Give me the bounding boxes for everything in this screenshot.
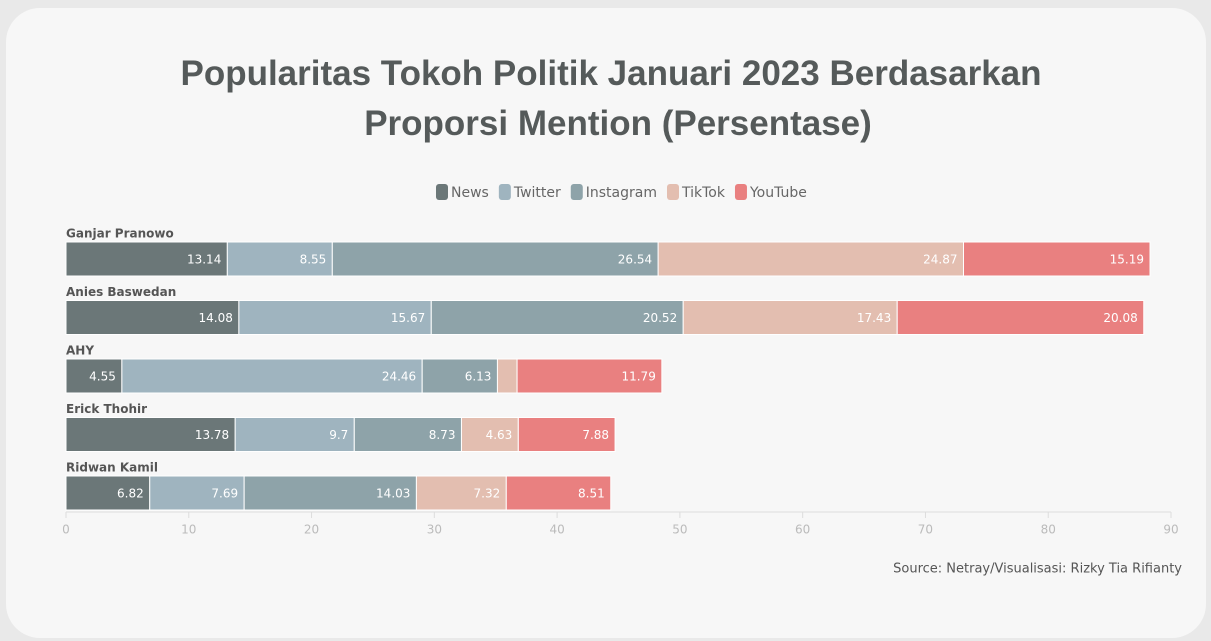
x-tick-label: 0 bbox=[62, 523, 70, 537]
value-label: 15.19 bbox=[1110, 253, 1144, 267]
bar-segment bbox=[234, 417, 355, 452]
legend-swatch bbox=[436, 184, 448, 200]
legend-swatch bbox=[667, 184, 679, 200]
bar-segment bbox=[149, 475, 245, 511]
bar-segment bbox=[657, 241, 965, 277]
bar-segment bbox=[460, 417, 519, 452]
x-tick-label: 20 bbox=[304, 523, 319, 537]
bar-segment bbox=[430, 300, 684, 335]
legend-swatch bbox=[570, 184, 583, 200]
bar-segment bbox=[226, 241, 333, 277]
bar-segment bbox=[517, 417, 616, 452]
bar-segment bbox=[421, 358, 498, 394]
value-label: 24.87 bbox=[923, 253, 957, 267]
bar-segment bbox=[65, 241, 228, 277]
value-label: 20.52 bbox=[643, 311, 677, 325]
category-label: Erick Thohir bbox=[66, 402, 147, 416]
legend-swatch bbox=[498, 184, 511, 200]
bar-segment bbox=[238, 300, 432, 335]
value-label: 4.55 bbox=[89, 370, 116, 384]
bar-segment bbox=[963, 241, 1151, 277]
bar-segment bbox=[243, 475, 417, 511]
value-label: 11.79 bbox=[621, 370, 655, 384]
category-label: AHY bbox=[66, 344, 94, 358]
title-part: Proporsi Mention (Persentase) bbox=[364, 104, 872, 143]
value-label: 7.69 bbox=[211, 487, 238, 501]
value-label: 15.67 bbox=[391, 311, 425, 325]
legend-label: YouTube bbox=[749, 185, 807, 201]
bar-segment bbox=[516, 358, 663, 394]
category-label: Ridwan Kamil bbox=[66, 461, 158, 475]
value-label: 13.78 bbox=[195, 428, 229, 442]
bar-segment bbox=[121, 358, 423, 394]
bar-segment bbox=[353, 417, 462, 452]
bar-segment bbox=[65, 417, 236, 452]
value-label: 13.14 bbox=[187, 253, 221, 267]
value-label: 14.08 bbox=[199, 311, 233, 325]
x-tick-label: 80 bbox=[1041, 523, 1056, 537]
value-label: 26.54 bbox=[618, 253, 652, 267]
value-label: 8.51 bbox=[578, 487, 605, 501]
title-part: Popularitas Tokoh Politik Januari 2023 B… bbox=[180, 54, 1041, 93]
x-tick-label: 10 bbox=[181, 523, 196, 537]
value-label: 17.43 bbox=[857, 311, 891, 325]
x-tick-label: 30 bbox=[427, 523, 442, 537]
bar-segment bbox=[496, 358, 518, 394]
x-tick-label: 60 bbox=[795, 523, 810, 537]
value-label: 6.13 bbox=[465, 370, 492, 384]
legend-label: News bbox=[451, 185, 489, 201]
bar-segment bbox=[65, 358, 123, 394]
value-label: 6.82 bbox=[117, 487, 144, 501]
value-label: 14.03 bbox=[376, 487, 410, 501]
value-label: 7.88 bbox=[582, 428, 609, 442]
x-tick-label: 70 bbox=[918, 523, 933, 537]
value-label: 20.08 bbox=[1103, 311, 1137, 325]
legend-label: TikTok bbox=[681, 185, 726, 201]
x-tick-label: 40 bbox=[549, 523, 564, 537]
x-tick-label: 90 bbox=[1163, 523, 1178, 537]
bar-segment bbox=[505, 475, 612, 511]
source: Source: Netray/Visualisasi: Rizky Tia Ri… bbox=[893, 562, 1182, 577]
legend-label: Twitter bbox=[513, 185, 561, 201]
legend-label: Instagram bbox=[586, 185, 657, 201]
bar-segment bbox=[65, 300, 240, 335]
value-label: 7.32 bbox=[474, 487, 501, 501]
legend-swatch bbox=[734, 184, 747, 200]
bar-segment bbox=[896, 300, 1145, 335]
value-label: 8.55 bbox=[300, 253, 327, 267]
category-label: Anies Baswedan bbox=[66, 285, 176, 299]
value-label: 8.73 bbox=[429, 428, 456, 442]
value-label: 9.7 bbox=[329, 428, 348, 442]
x-tick-label: 50 bbox=[672, 523, 687, 537]
value-label: 24.46 bbox=[382, 370, 416, 384]
bar-segment bbox=[682, 300, 898, 335]
bar-segment bbox=[65, 475, 151, 511]
bar-segment bbox=[331, 241, 659, 277]
category-label: Ganjar Pranowo bbox=[66, 227, 174, 241]
value-label: 4.63 bbox=[486, 428, 513, 442]
chart-title: Popularitas Tokoh Politik Januari 2023 B… bbox=[180, 54, 1041, 143]
